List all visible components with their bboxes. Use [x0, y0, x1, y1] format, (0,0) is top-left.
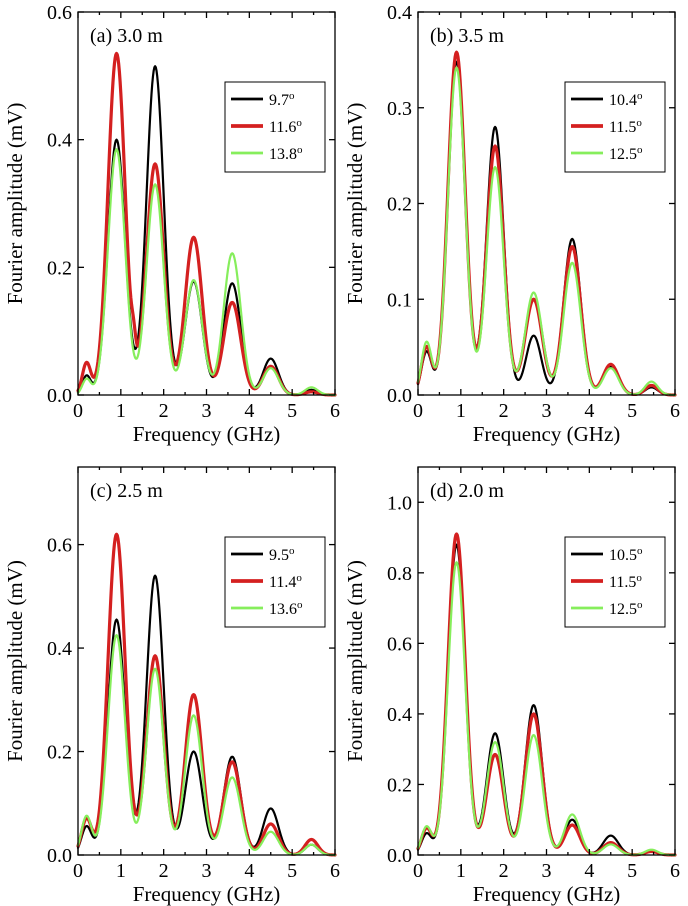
x-tick-label: 0 — [413, 400, 423, 422]
x-tick-label: 1 — [456, 400, 466, 422]
y-tick-label: 1.0 — [387, 492, 412, 514]
x-tick-label: 4 — [584, 860, 594, 882]
x-axis-label: Frequency (GHz) — [133, 422, 281, 446]
legend-label-2: 11.5o — [609, 572, 642, 591]
y-tick-label: 0.6 — [47, 535, 72, 557]
x-tick-label: 6 — [330, 400, 340, 422]
x-tick-label: 4 — [244, 860, 254, 882]
panel-b: 0 1 2 3 4 5 6 0.0 0.1 0.2 0.3 0.4 Frequency (GHz) Fou… — [343, 2, 680, 446]
x-tick-label: 3 — [542, 400, 552, 422]
x-tick-label: 4 — [584, 400, 594, 422]
x-tick-label: 3 — [202, 400, 212, 422]
y-tick-label: 0.0 — [387, 845, 412, 867]
legend-label-1: 9.5o — [269, 545, 295, 564]
legend: 10.5o 11.5o 12.5o — [564, 536, 666, 628]
y-axis-label: Fourier amplitude (mV) — [343, 560, 367, 762]
y-tick-label: 0.3 — [387, 98, 412, 120]
y-tick-label: 0.4 — [47, 638, 72, 660]
y-tick-label: 0.4 — [387, 704, 412, 726]
panel-d: 0 1 2 3 4 5 6 0.0 0.2 0.4 0.6 0.8 1.0 Frequency (GHz)… — [343, 466, 680, 906]
legend-label-2: 11.6o — [269, 117, 302, 136]
y-tick-label: 0.0 — [387, 385, 412, 407]
legend-label-1: 10.5o — [609, 545, 643, 564]
series-line-3 — [76, 148, 337, 397]
legend: 9.7o 11.6o 13.8o — [224, 81, 326, 173]
y-tick-label: 0.0 — [47, 845, 72, 867]
y-tick-label: 0.6 — [47, 2, 72, 24]
y-tick-label: 0.4 — [47, 130, 72, 152]
x-tick-label: 3 — [202, 860, 212, 882]
x-tick-label: 6 — [330, 860, 340, 882]
x-tick-label: 2 — [499, 400, 509, 422]
y-axis-label: Fourier amplitude (mV) — [3, 560, 27, 762]
y-tick-label: 0.0 — [47, 385, 72, 407]
panel-title: (c) 2.5 m — [90, 480, 163, 502]
y-tick-label: 0.2 — [387, 774, 412, 796]
x-tick-label: 1 — [116, 400, 126, 422]
y-tick-label: 0.8 — [387, 563, 412, 585]
x-tick-label: 0 — [413, 860, 423, 882]
legend-label-2: 11.4o — [269, 572, 302, 591]
x-tick-label: 5 — [287, 860, 297, 882]
x-axis-label: Frequency (GHz) — [473, 422, 621, 446]
x-axis-label: Frequency (GHz) — [473, 882, 621, 906]
legend-label-3: 12.5o — [609, 599, 643, 618]
y-axis-label: Fourier amplitude (mV) — [343, 103, 367, 305]
panel-a: 0 1 2 3 4 5 6 0.0 0.2 0.4 0.6 Frequency (GHz) Fourie… — [3, 2, 340, 446]
x-tick-label: 3 — [542, 860, 552, 882]
x-tick-label: 1 — [456, 860, 466, 882]
legend: 9.5o 11.4o 13.6o — [224, 536, 326, 628]
x-tick-label: 2 — [499, 860, 509, 882]
x-tick-label: 4 — [244, 400, 254, 422]
y-tick-label: 0.1 — [387, 289, 412, 311]
panel-title: (a) 3.0 m — [90, 25, 163, 47]
panel-c: 0 1 2 3 4 5 6 0.0 0.2 0.4 0.6 Frequency (GHz) Fourie… — [3, 466, 340, 906]
x-tick-label: 1 — [116, 860, 126, 882]
x-axis-label: Frequency (GHz) — [133, 882, 281, 906]
legend-label-2: 11.5o — [609, 117, 642, 136]
legend-label-3: 13.6o — [269, 599, 303, 618]
legend-label-1: 10.4o — [609, 90, 643, 109]
y-tick-label: 0.2 — [47, 742, 72, 764]
x-tick-label: 5 — [627, 860, 637, 882]
x-tick-label: 5 — [627, 400, 637, 422]
legend-label-3: 12.5o — [609, 144, 643, 163]
panel-title: (d) 2.0 m — [430, 480, 504, 502]
legend-label-1: 9.7o — [269, 90, 295, 109]
x-tick-label: 5 — [287, 400, 297, 422]
y-tick-label: 0.6 — [387, 633, 412, 655]
x-tick-label: 6 — [670, 400, 680, 422]
y-tick-label: 0.2 — [47, 257, 72, 279]
x-tick-label: 2 — [159, 400, 169, 422]
x-tick-label: 2 — [159, 860, 169, 882]
legend: 10.4o 11.5o 12.5o — [564, 81, 666, 173]
x-tick-label: 0 — [73, 400, 83, 422]
y-axis-label: Fourier amplitude (mV) — [3, 103, 27, 305]
x-tick-label: 6 — [670, 860, 680, 882]
x-tick-label: 0 — [73, 860, 83, 882]
y-tick-label: 0.4 — [387, 2, 412, 24]
panel-title: (b) 3.5 m — [430, 25, 504, 47]
y-tick-label: 0.2 — [387, 194, 412, 216]
legend-label-3: 13.8o — [269, 144, 303, 163]
